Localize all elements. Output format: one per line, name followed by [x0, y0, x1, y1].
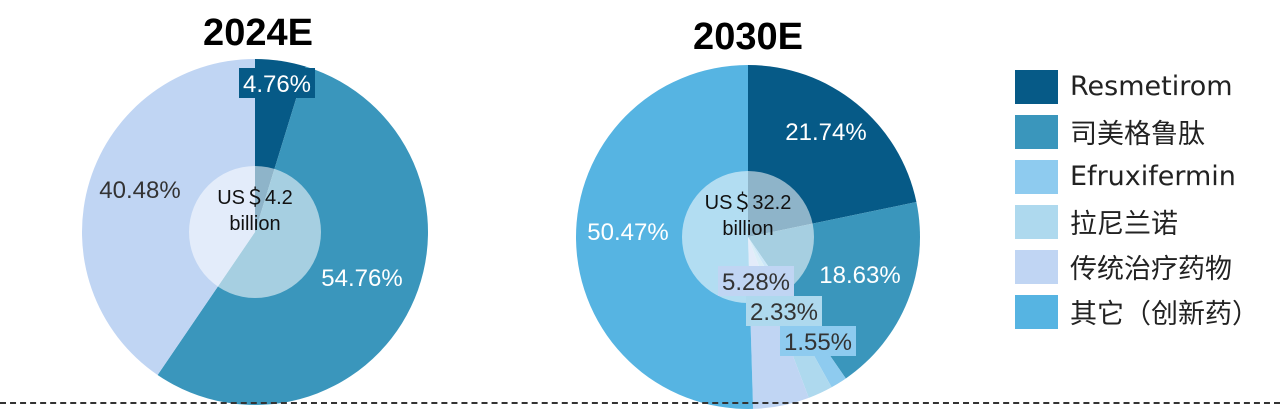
legend-label: Resmetirom	[1070, 71, 1233, 102]
chart-title-2024: 2024E	[203, 12, 313, 54]
center-unit-label: billion	[229, 213, 280, 235]
data-label: 5.28%	[722, 269, 790, 296]
dashed-divider	[0, 402, 1280, 404]
data-label: 4.76%	[243, 71, 311, 98]
legend-label: Efruxifermin	[1070, 161, 1236, 192]
data-label: 40.48%	[99, 177, 180, 204]
data-label: 54.76%	[321, 265, 402, 292]
data-label-background	[718, 266, 794, 296]
data-label-background	[239, 68, 315, 98]
legend: Resmetirom 司美格鲁肽 Efruxifermin 拉尼兰诺 传统治疗药…	[1015, 64, 1259, 334]
legend-label: 司美格鲁肽	[1070, 119, 1205, 150]
legend-swatch	[1015, 249, 1058, 284]
data-label: 2.33%	[750, 299, 818, 326]
legend-swatch	[1015, 69, 1058, 104]
data-label-background	[746, 296, 822, 326]
legend-swatch	[1015, 294, 1058, 329]
legend-swatch	[1015, 159, 1058, 194]
data-label-background	[780, 326, 856, 356]
pie-slice	[576, 65, 754, 409]
center-value-label: US＄32.2	[705, 191, 792, 214]
legend-swatch	[1015, 114, 1058, 149]
legend-label: 其它（创新药）	[1070, 299, 1259, 330]
data-label: 21.74%	[785, 119, 866, 146]
legend-swatch	[1015, 204, 1058, 239]
legend-item: 其它（创新药）	[1015, 289, 1259, 334]
legend-item: 拉尼兰诺	[1015, 199, 1259, 244]
legend-item: 司美格鲁肽	[1015, 109, 1259, 154]
legend-item: Resmetirom	[1015, 64, 1259, 109]
legend-label: 传统治疗药物	[1070, 254, 1232, 285]
data-label: 50.47%	[587, 219, 668, 246]
legend-item: Efruxifermin	[1015, 154, 1259, 199]
chart-title-2030: 2030E	[693, 16, 803, 58]
center-value-label: US＄4.2	[217, 186, 293, 209]
legend-item: 传统治疗药物	[1015, 244, 1259, 289]
pie-center-circle	[189, 166, 321, 298]
pie-slice	[82, 58, 255, 375]
center-unit-label: billion	[722, 218, 773, 240]
data-label: 1.55%	[784, 329, 852, 356]
legend-label: 拉尼兰诺	[1070, 209, 1178, 240]
data-label: 18.63%	[819, 262, 900, 289]
